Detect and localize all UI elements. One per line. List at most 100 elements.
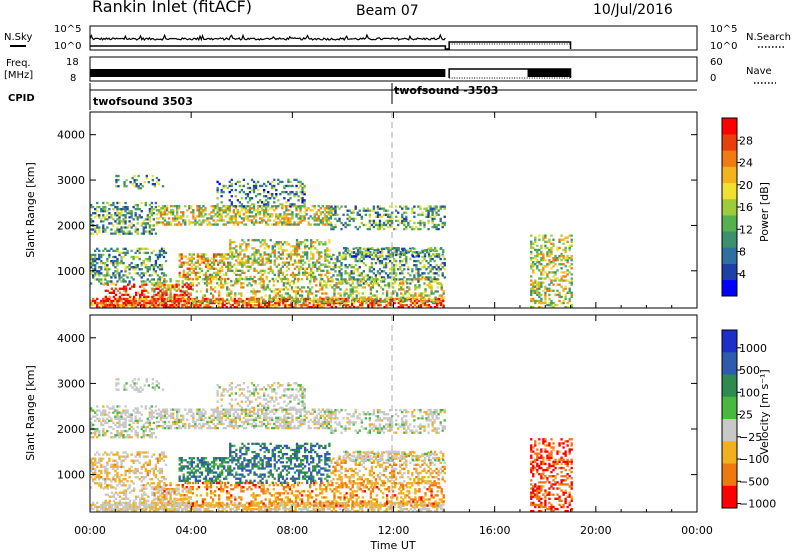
power-cell bbox=[153, 290, 156, 293]
power-cell bbox=[190, 255, 193, 258]
power-cell bbox=[386, 209, 390, 212]
power-cell bbox=[542, 236, 545, 239]
power-cell bbox=[267, 209, 270, 212]
power-cell bbox=[196, 209, 199, 212]
power-cell bbox=[152, 212, 156, 215]
velocity-cell bbox=[241, 503, 245, 507]
power-cell bbox=[361, 305, 364, 308]
power-cell bbox=[343, 294, 346, 297]
power-cell bbox=[371, 303, 374, 307]
power-cell bbox=[104, 207, 107, 211]
power-cell bbox=[431, 301, 435, 305]
velocity-cell bbox=[274, 509, 277, 512]
power-cell bbox=[310, 247, 313, 250]
power-cell bbox=[212, 205, 215, 208]
power-cell bbox=[318, 257, 321, 260]
power-cell bbox=[348, 305, 352, 308]
power-cell bbox=[278, 300, 281, 303]
power-cell bbox=[169, 290, 172, 293]
power-cell bbox=[368, 209, 372, 212]
power-cell bbox=[135, 185, 138, 188]
power-cell bbox=[232, 223, 235, 226]
power-cell bbox=[237, 273, 240, 277]
nsearch-label: N.Search bbox=[746, 32, 791, 43]
power-cell bbox=[302, 298, 306, 301]
power-cell bbox=[325, 207, 329, 210]
power-cell bbox=[136, 263, 139, 267]
power-cell bbox=[396, 294, 399, 297]
power-cell bbox=[212, 267, 216, 270]
power-cell bbox=[250, 219, 254, 222]
velocity-cell bbox=[245, 501, 249, 505]
power-cell bbox=[550, 248, 553, 252]
power-cell bbox=[433, 255, 437, 258]
power-cell bbox=[342, 257, 345, 261]
power-cell bbox=[271, 271, 274, 275]
power-cell bbox=[299, 259, 303, 262]
power-cell bbox=[291, 249, 295, 252]
power-cell bbox=[382, 266, 386, 269]
power-cell bbox=[173, 223, 177, 226]
power-cell bbox=[175, 219, 179, 222]
power-cell bbox=[304, 299, 307, 303]
power-cell bbox=[241, 277, 244, 281]
power-cell bbox=[403, 263, 406, 267]
power-cell bbox=[368, 270, 372, 273]
power-cell bbox=[378, 274, 382, 277]
power-cell bbox=[351, 290, 354, 293]
power-cell bbox=[137, 174, 140, 178]
velocity-cell bbox=[92, 507, 95, 511]
power-cell bbox=[110, 232, 113, 235]
power-cell bbox=[550, 261, 553, 264]
power-cell bbox=[171, 217, 175, 220]
power-cell bbox=[104, 218, 107, 221]
power-cell bbox=[181, 285, 184, 288]
power-cell bbox=[160, 297, 164, 301]
power-cell bbox=[246, 186, 250, 190]
power-cell bbox=[140, 263, 143, 267]
power-cell bbox=[371, 246, 374, 250]
power-cell bbox=[425, 251, 429, 254]
power-cell bbox=[395, 297, 398, 301]
power-cell bbox=[378, 215, 382, 219]
power-cell bbox=[312, 301, 315, 305]
power-cell bbox=[378, 205, 382, 208]
power-cell bbox=[384, 223, 388, 227]
power-cell bbox=[290, 286, 294, 289]
power-cell bbox=[122, 207, 125, 211]
power-cell bbox=[98, 274, 101, 277]
power-cell bbox=[110, 299, 113, 303]
power-cell bbox=[300, 298, 304, 301]
velocity-cell bbox=[126, 501, 129, 505]
power-cell bbox=[395, 205, 398, 208]
power-cell bbox=[126, 249, 129, 253]
power-cell bbox=[392, 253, 396, 257]
power-cell bbox=[204, 207, 207, 210]
power-cell bbox=[167, 217, 171, 220]
power-cell bbox=[267, 217, 270, 220]
power-cell bbox=[246, 217, 250, 220]
power-cell bbox=[413, 251, 417, 254]
power-cell bbox=[233, 255, 236, 258]
power-cell bbox=[279, 269, 283, 272]
velocity-cell bbox=[407, 509, 410, 512]
power-cell bbox=[325, 219, 329, 222]
power-cell bbox=[556, 277, 559, 280]
power-cell bbox=[560, 295, 563, 299]
power-cell bbox=[289, 263, 293, 266]
power-cell bbox=[399, 205, 402, 208]
power-cell bbox=[570, 279, 573, 282]
power-cell bbox=[291, 190, 294, 194]
power-cell bbox=[154, 205, 158, 209]
power-cell bbox=[409, 257, 412, 261]
power-cell bbox=[256, 201, 260, 204]
power-cell bbox=[550, 271, 553, 274]
power-cell bbox=[154, 272, 158, 275]
power-cell bbox=[301, 259, 305, 262]
power-cell bbox=[353, 298, 356, 301]
power-cell bbox=[116, 289, 120, 292]
power-cell bbox=[187, 305, 190, 308]
power-cell bbox=[392, 276, 396, 279]
power-cell bbox=[403, 303, 406, 307]
